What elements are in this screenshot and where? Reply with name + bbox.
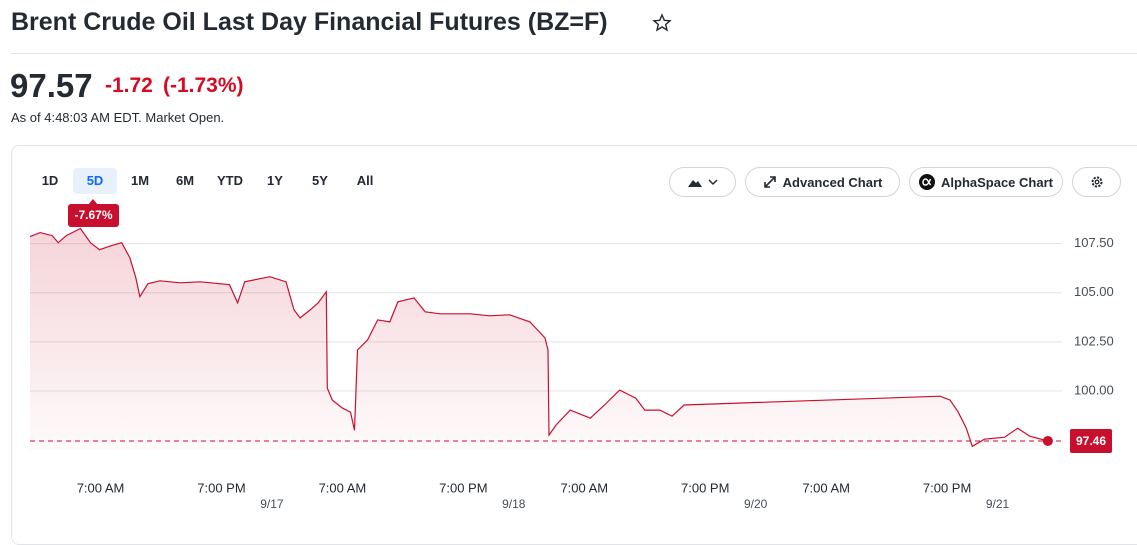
advanced-chart-button[interactable]: Advanced Chart — [745, 167, 900, 197]
as-of: As of 4:48:03 AM EDT. Market Open. — [11, 110, 225, 125]
last-price-dot — [1042, 435, 1053, 446]
chevron-icon — [707, 179, 718, 186]
range-tab[interactable]: 5D — [73, 168, 117, 194]
y-tick-label: 105.00 — [1074, 284, 1114, 299]
range-tab[interactable]: 5Y — [312, 173, 328, 188]
range-tab[interactable]: All — [356, 173, 374, 188]
price-change-percent: (-1.73%) — [163, 74, 244, 97]
x-tick-label: 7:00 AM — [560, 480, 608, 495]
date-tick-label: 9/20 — [744, 497, 768, 511]
range-tab[interactable]: YTD — [217, 173, 243, 188]
x-tick-label: 7:00 PM — [439, 480, 487, 495]
y-tick-label: 107.50 — [1074, 235, 1114, 250]
quote-title: Brent Crude Oil Last Day Financial Futur… — [11, 8, 608, 36]
button-label: Advanced Chart — [782, 174, 883, 190]
date-tick-label: 9/21 — [986, 497, 1010, 511]
range-tab[interactable]: 1Y — [267, 173, 283, 188]
x-tick-label: 7:00 PM — [681, 480, 729, 495]
price-change: -1.72 — [105, 74, 153, 97]
settings-button[interactable] — [1072, 167, 1121, 197]
last-price-label: 97.46 — [1076, 434, 1106, 448]
chart: 100.00 102.50 105.00 107.50 7:00 AM 7:00 PM 7:… — [29, 199, 1114, 511]
chart-type-dropdown[interactable] — [669, 167, 736, 197]
x-tick-label: 7:00 PM — [923, 480, 971, 495]
mountain-icon — [687, 180, 702, 187]
badge-pointer — [88, 199, 98, 205]
range-tabs: 1D 5D 1M 6M YTD 1Y 5Y All — [28, 168, 388, 194]
x-tick-label: 7:00 PM — [197, 480, 245, 495]
page: Brent Crude Oil Last Day Financial Futur… — [10, 8, 1137, 545]
watchlist-star[interactable] — [652, 13, 672, 33]
date-tick-label: 9/17 — [260, 497, 284, 511]
x-tick-label: 7:00 AM — [77, 480, 125, 495]
gear-icon — [1091, 176, 1102, 188]
expand-icon — [763, 176, 776, 188]
alphaspace-chart-button[interactable]: AlphaSpace Chart — [909, 167, 1063, 197]
alphaspace-icon — [919, 174, 935, 190]
last-price-tag — [1070, 428, 1112, 453]
price: 97.57 — [10, 67, 93, 104]
x-tick-label: 7:00 AM — [319, 480, 367, 495]
range-change: -7.67% — [74, 208, 112, 222]
range-tab[interactable]: 1D — [41, 173, 59, 188]
range-tab[interactable]: 6M — [175, 173, 195, 188]
range-change-badge — [68, 204, 119, 227]
y-tick-label: 102.50 — [1074, 333, 1114, 348]
price-area — [30, 228, 1048, 450]
price-line — [29, 227, 1049, 448]
y-tick-label: 100.00 — [1074, 382, 1114, 397]
range-tab[interactable]: 1M — [130, 173, 150, 188]
button-label: AlphaSpace Chart — [941, 174, 1053, 190]
date-tick-label: 9/18 — [502, 497, 526, 511]
divider — [11, 53, 1137, 54]
x-tick-label: 7:00 AM — [802, 480, 850, 495]
